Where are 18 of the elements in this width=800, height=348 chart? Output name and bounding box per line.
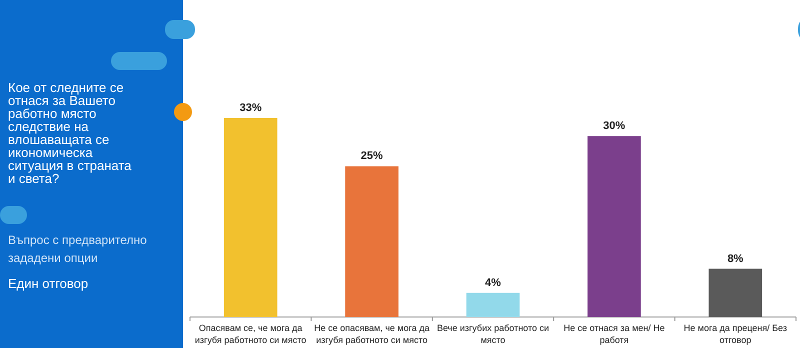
text: Кое от следните се отнася за Вашето работно място следствие на влошаващата се икономическа ситуация в страната и света? xyxy=(8,80,132,186)
data-label: 4% xyxy=(485,276,502,289)
data-label: 30% xyxy=(603,120,626,132)
data-label: 8% xyxy=(727,252,744,265)
x-tick-label: Не мога да преценя/ Без отговор xyxy=(684,323,787,345)
bar xyxy=(588,136,641,317)
data-label: 33% xyxy=(240,102,262,114)
text: Един отговор xyxy=(8,276,88,291)
bar xyxy=(224,118,278,317)
text: Въпрос с предварително зададени опции xyxy=(8,233,148,265)
bar xyxy=(466,292,520,317)
x-tick-label: Вече изгубих работното си място xyxy=(436,323,550,345)
x-tick-label: Не се отнася за мен/ Не работя xyxy=(564,323,665,345)
x-tick-label: Опасявам се, че мога да изгубя работното си място xyxy=(194,323,306,345)
bar xyxy=(708,268,762,317)
bar xyxy=(345,166,398,317)
x-tick-label: Не се опасявам, че мога да изгубя работното си място xyxy=(314,323,430,345)
data-label: 25% xyxy=(360,150,384,162)
